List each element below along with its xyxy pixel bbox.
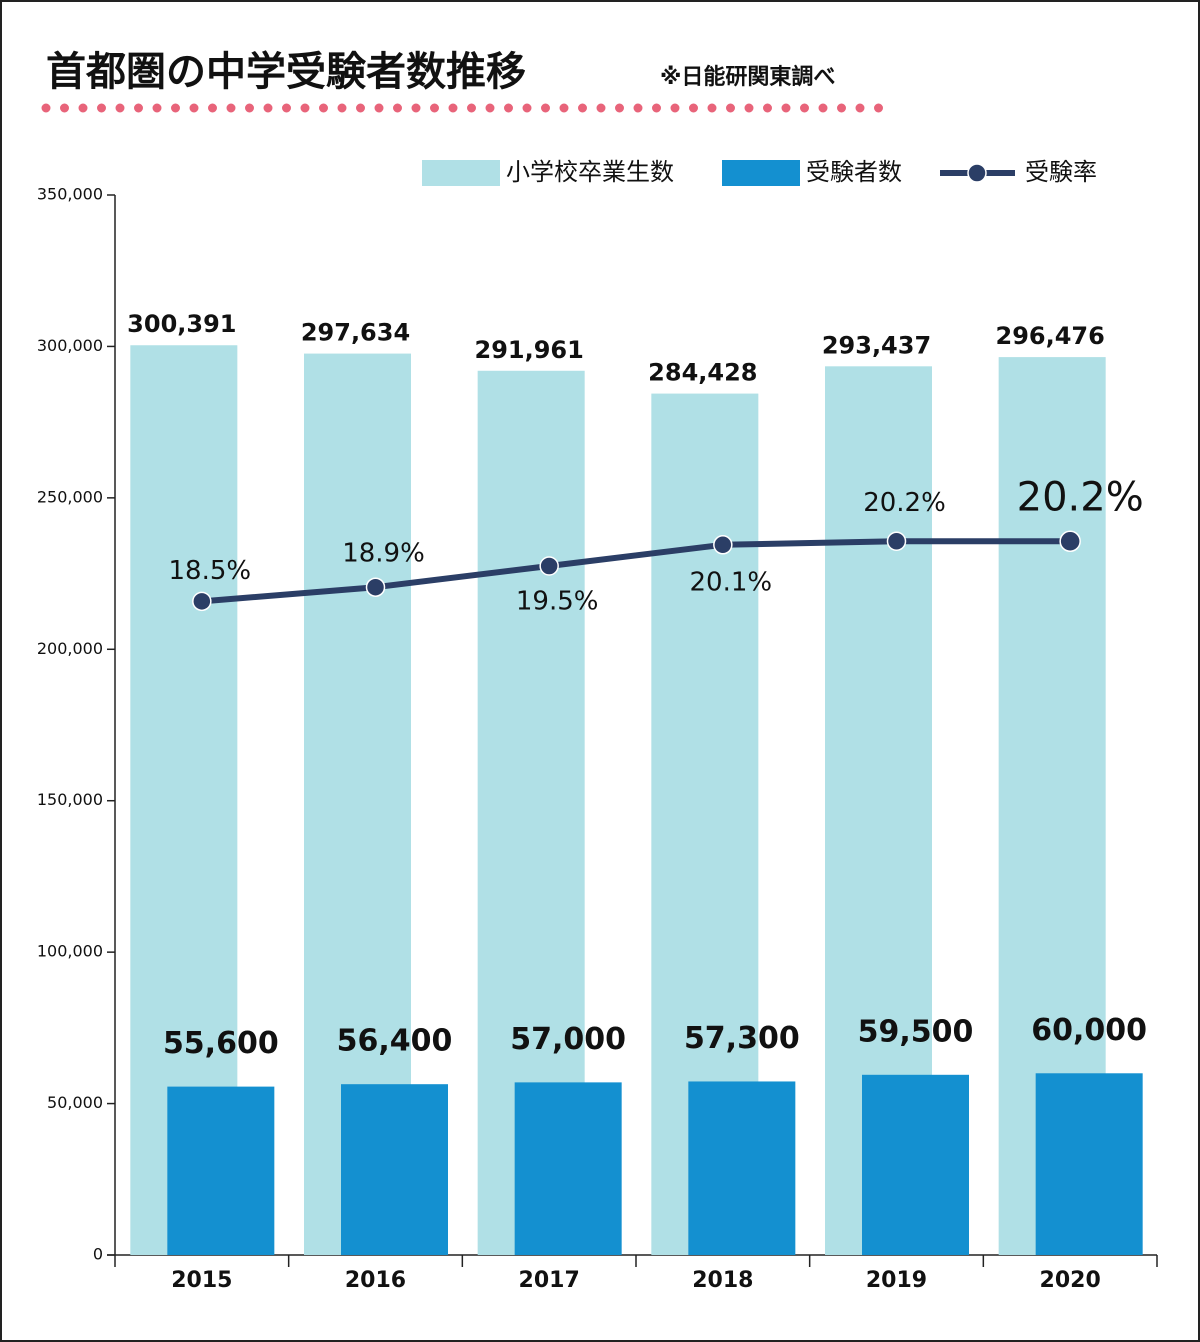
chart-title: 首都圏の中学受験者数推移 — [46, 49, 526, 95]
bar — [341, 1084, 448, 1255]
bar-value-label: 57,300 — [684, 1021, 800, 1056]
y-tick-label: 50,000 — [47, 1093, 103, 1112]
legend-label: 受験率 — [1025, 158, 1097, 186]
y-tick-label: 100,000 — [37, 942, 103, 961]
y-tick-label: 250,000 — [37, 487, 103, 506]
bar — [1035, 1073, 1143, 1255]
line-value-label: 20.2% — [1017, 474, 1144, 520]
bar-value-label: 55,600 — [163, 1026, 279, 1061]
legend-swatch — [722, 160, 800, 186]
line-marker — [539, 556, 559, 576]
bar-value-label: 297,634 — [301, 319, 410, 347]
bar-value-label: 293,437 — [822, 331, 931, 359]
legend-label: 小学校卒業生数 — [506, 158, 674, 186]
bar — [514, 1082, 622, 1255]
line-value-label: 19.5% — [516, 587, 599, 617]
x-tick-label: 2017 — [519, 1268, 580, 1293]
line-marker — [713, 535, 733, 555]
x-tick-label: 2020 — [1040, 1268, 1101, 1293]
line-value-label: 18.5% — [169, 556, 252, 586]
line — [201, 538, 1071, 605]
y-tick-label: 350,000 — [37, 185, 103, 204]
bar-value-label: 57,000 — [510, 1022, 626, 1057]
y-tick-label: 0 — [93, 1245, 103, 1264]
bar-value-label: 291,961 — [475, 336, 584, 364]
line-marker — [886, 531, 907, 552]
bar — [688, 1081, 796, 1255]
line-marker — [365, 577, 386, 597]
x-tick-label: 2019 — [866, 1268, 927, 1293]
line-marker — [192, 591, 212, 612]
bar — [862, 1074, 969, 1255]
y-tick-label: 200,000 — [37, 639, 103, 658]
legend-label: 受験者数 — [806, 158, 902, 186]
bar-value-label: 300,391 — [127, 310, 236, 338]
bar-value-label: 296,476 — [996, 322, 1105, 350]
x-tick-label: 2015 — [171, 1268, 232, 1293]
legend-swatch — [422, 160, 500, 186]
x-tick-label: 2016 — [345, 1268, 406, 1293]
y-tick-label: 300,000 — [37, 336, 103, 355]
x-tick-label: 2018 — [692, 1268, 753, 1293]
legend-marker — [967, 163, 987, 183]
bar-value-label: 60,000 — [1031, 1013, 1147, 1048]
line-value-label: 20.2% — [863, 488, 946, 518]
bar-value-label: 59,500 — [858, 1014, 974, 1049]
bar-value-label: 284,428 — [648, 359, 757, 387]
bar-value-label: 56,400 — [337, 1024, 453, 1059]
line-value-label: 20.1% — [690, 567, 773, 597]
bar — [167, 1086, 275, 1255]
chart-subtitle: ※日能研関東調べ — [660, 64, 835, 90]
line-marker — [1059, 530, 1081, 553]
y-tick-label: 150,000 — [37, 790, 103, 809]
line-value-label: 18.9% — [342, 539, 425, 569]
